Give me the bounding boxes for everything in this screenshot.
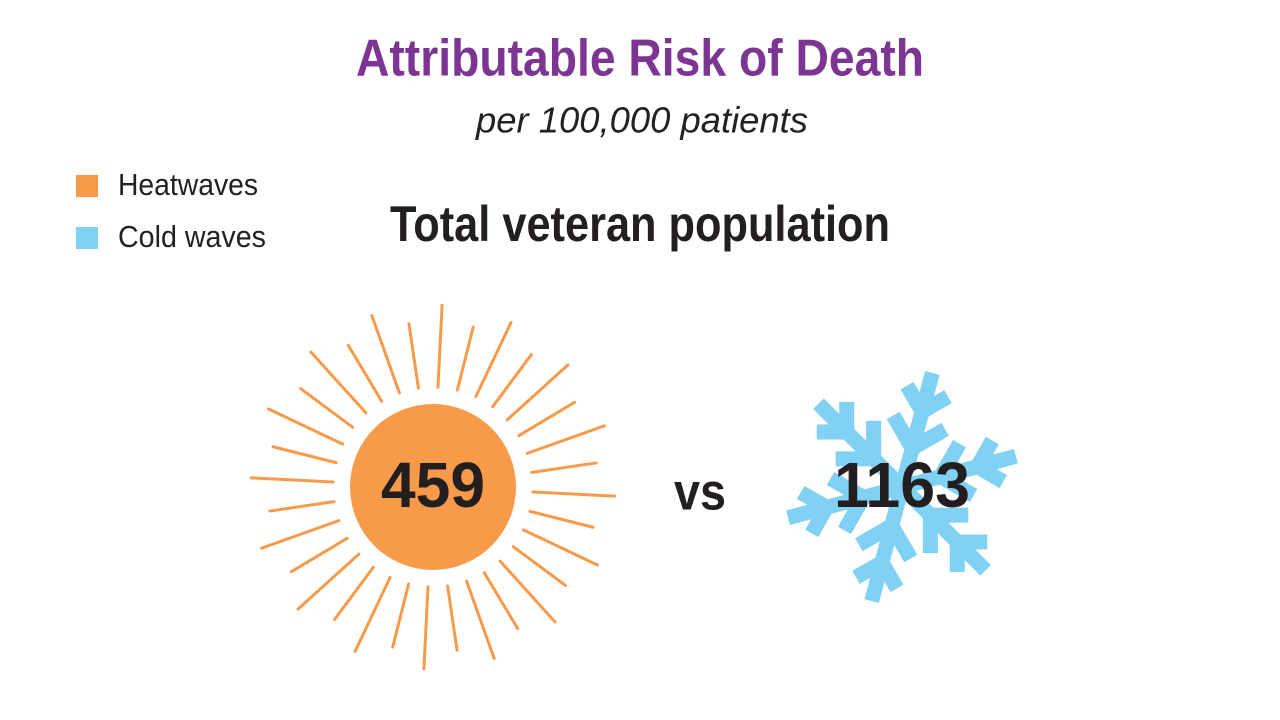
snowflake-branch (875, 558, 904, 593)
snowflake-branch (936, 470, 978, 503)
sun-ray (491, 353, 533, 409)
snowflake-branch (970, 436, 999, 471)
sun-ray (267, 407, 345, 446)
sun-ray (422, 585, 430, 671)
sun-ray (528, 509, 595, 529)
sun-ray (465, 579, 496, 660)
sun-ray (299, 387, 355, 429)
sun-ray (474, 321, 513, 399)
sun-ray (296, 552, 361, 611)
heading: Total veteran population (390, 196, 890, 252)
sun-ray (353, 575, 392, 653)
legend-label: Cold waves (118, 219, 266, 254)
snowflake-branch (826, 471, 868, 504)
snowflake-arm (864, 485, 910, 603)
sun-ray (407, 322, 420, 390)
separator: vs (674, 464, 726, 522)
snowflake-arm (786, 479, 904, 525)
sun-ray (260, 519, 341, 550)
snowflake-branch (852, 555, 886, 584)
sun-ray (517, 400, 577, 438)
subtitle: per 100,000 patients (475, 100, 808, 141)
legend-swatch (76, 175, 98, 197)
snowflake-branch (973, 460, 1008, 489)
sun-ray (289, 536, 349, 574)
sun-ray (333, 565, 375, 621)
heat-value: 459 (381, 449, 485, 521)
title: Attributable Risk of Death (356, 30, 924, 88)
sun-ray (391, 582, 411, 649)
sun-ray (498, 559, 557, 624)
sun-ray (530, 461, 598, 474)
legend-swatch (76, 227, 98, 249)
sun-ray (521, 528, 599, 567)
legend-label: Heatwaves (118, 167, 258, 202)
snowflake-branch (918, 390, 952, 419)
sun-ray (455, 325, 475, 392)
sun-ray (525, 424, 606, 455)
sun-ray (482, 571, 520, 631)
snowflake-arm (813, 398, 908, 493)
sun-ray (505, 363, 570, 422)
sun-ray (370, 314, 401, 395)
sun-ray (249, 476, 335, 484)
sun-ray (346, 343, 384, 403)
sun-ray (531, 490, 617, 498)
snowflake-arm (894, 371, 940, 489)
sun-ray (436, 303, 444, 389)
snowflake-branch (855, 519, 896, 552)
snowflake-branch (908, 422, 949, 455)
sun-ray (511, 545, 567, 587)
cold-value: 1163 (834, 449, 970, 521)
snowflake-icon (786, 371, 1018, 603)
sun-ray (271, 445, 338, 465)
sun-ray (446, 584, 459, 652)
snowflake-branch (900, 381, 929, 416)
snowflake-arm (896, 481, 991, 576)
snowflake-arm (900, 449, 1018, 495)
sun-icon (249, 303, 617, 671)
sun-ray (268, 500, 336, 513)
sun-ray (309, 350, 368, 415)
snowflake-branch (796, 485, 831, 514)
sun-disc (350, 404, 516, 570)
